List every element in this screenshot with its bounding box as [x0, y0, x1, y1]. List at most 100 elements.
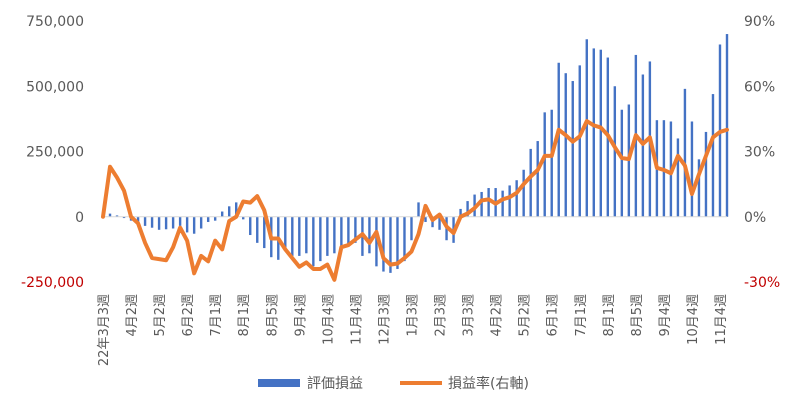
- bar: [403, 216, 406, 262]
- x-axis-ticks: 22年3月3週 4月2週 5月2週 6月2週 7月1週 8月1週 8月5週 9月4週 10月4週…: [97, 294, 729, 366]
- bar: [676, 138, 680, 217]
- bar: [235, 202, 238, 217]
- bar: [599, 49, 602, 217]
- x-tick-label: 5月2週: [518, 294, 533, 337]
- bar: [192, 216, 196, 234]
- bar: [459, 208, 462, 217]
- bar: [501, 190, 504, 217]
- x-tick-label: 3月3週: [462, 294, 477, 337]
- bar: [108, 213, 112, 217]
- x-tick-label: 8月5週: [630, 294, 645, 337]
- bar: [284, 216, 287, 251]
- bar: [122, 216, 126, 219]
- bar: [185, 216, 189, 233]
- bar: [242, 216, 245, 220]
- bar: [340, 216, 343, 249]
- x-tick-label: 4月2週: [125, 294, 140, 337]
- bar: [178, 216, 182, 226]
- legend-label-line: 損益率(右軸): [448, 375, 529, 392]
- bar: [571, 81, 574, 217]
- bar: [228, 206, 231, 217]
- legend-label-bar: 評価損益: [307, 376, 363, 392]
- bar: [480, 191, 483, 217]
- bar: [347, 216, 350, 246]
- bar: [704, 131, 708, 217]
- x-tick-label: 6月1週: [546, 294, 561, 337]
- bar: [410, 216, 413, 241]
- bar: [213, 216, 217, 221]
- y-left-tick-label: 0: [75, 210, 84, 226]
- x-tick-label: 2月3週: [434, 294, 449, 337]
- x-tick-label: 9月4週: [658, 294, 673, 337]
- x-tick-label: 9月4週: [293, 294, 308, 337]
- x-tick-label: 12月3週: [377, 294, 392, 345]
- line-path: [101, 119, 729, 282]
- x-tick-label: 10月4週: [686, 294, 701, 345]
- bar: [256, 216, 259, 243]
- bar: [683, 88, 687, 217]
- bar: [424, 216, 427, 222]
- bar: [150, 216, 154, 228]
- bar: [326, 216, 329, 256]
- y-left-tick-label: 750,000: [26, 14, 84, 30]
- bar: [263, 216, 266, 249]
- bar: [368, 216, 371, 254]
- x-tick-label: 4月2週: [490, 294, 505, 337]
- bar: [620, 109, 624, 217]
- bar: [199, 216, 203, 229]
- y-right-tick-label: 30%: [744, 145, 775, 161]
- bar: [305, 216, 308, 254]
- bar: [136, 216, 140, 224]
- x-tick-label: 7月1週: [574, 294, 589, 337]
- bar: [291, 216, 294, 256]
- y-left-tick-label: 500,000: [26, 79, 84, 95]
- bar: [466, 201, 469, 217]
- x-tick-label: 6月2週: [181, 294, 196, 337]
- bar: [249, 216, 252, 236]
- bar: [382, 216, 385, 272]
- y-right-tick-label: 90%: [744, 14, 775, 30]
- bar: [550, 109, 553, 217]
- x-tick-label: 8月5週: [265, 294, 280, 337]
- bar: [690, 121, 694, 217]
- bar: [557, 62, 560, 217]
- bar: [206, 216, 210, 222]
- legend: 評価損益 損益率(右軸): [258, 375, 529, 392]
- y-right-tick-label: 60%: [744, 79, 775, 95]
- legend-swatch-bar: [258, 379, 300, 387]
- bar: [487, 188, 490, 217]
- bar: [515, 180, 518, 217]
- bar: [115, 215, 119, 217]
- bar: [536, 141, 539, 217]
- bar: [333, 216, 336, 254]
- x-tick-label: 22年3月3週: [97, 294, 112, 366]
- x-tick-label: 10月4週: [321, 294, 336, 345]
- y-right-tick-label: 0%: [744, 210, 766, 226]
- bar-series: [101, 34, 729, 273]
- bar: [171, 216, 175, 229]
- x-tick-label: 1月3週: [406, 294, 421, 337]
- bar: [298, 216, 301, 256]
- line-series: [101, 119, 729, 282]
- bar: [438, 216, 441, 230]
- bar: [157, 216, 161, 230]
- bar: [585, 39, 588, 217]
- bar: [354, 216, 357, 243]
- x-tick-label: 11月4週: [349, 294, 364, 345]
- y-left-tick-label: 250,000: [26, 145, 84, 161]
- x-tick-label: 8月1週: [602, 294, 617, 337]
- y-axis-left: -250,000 0 250,000 500,000 750,000: [21, 14, 84, 291]
- x-tick-label: 8月1週: [237, 294, 252, 337]
- bar: [417, 202, 420, 217]
- bar: [613, 86, 617, 217]
- x-tick-label: 11月4週: [714, 294, 729, 345]
- bar: [396, 216, 399, 269]
- bar: [697, 159, 701, 217]
- x-tick-label: 5月2週: [153, 294, 168, 337]
- bar: [529, 148, 532, 217]
- bar: [543, 112, 546, 217]
- y-axis-right: -30% 0% 30% 60% 90%: [744, 14, 780, 291]
- bar: [319, 216, 322, 262]
- bar: [312, 216, 315, 267]
